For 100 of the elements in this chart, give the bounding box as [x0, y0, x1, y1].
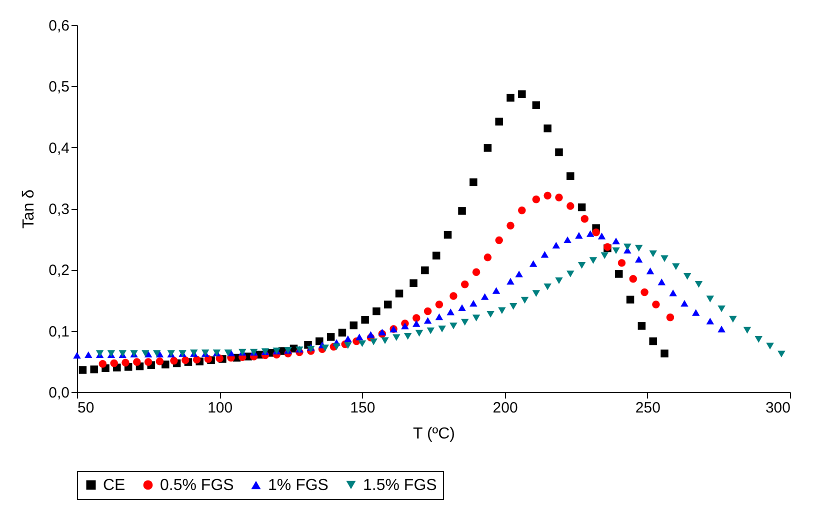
point — [498, 307, 506, 314]
point — [321, 344, 329, 352]
point — [415, 330, 424, 337]
point — [506, 222, 514, 230]
point — [520, 296, 529, 304]
legend-label: 0.5% FGS — [160, 477, 234, 494]
point — [532, 195, 540, 204]
point — [532, 290, 540, 297]
point — [461, 318, 469, 326]
point — [694, 280, 703, 288]
point — [421, 266, 429, 274]
point — [626, 296, 634, 304]
point — [495, 118, 503, 126]
y-tick-label: 0,3 — [48, 201, 70, 218]
point — [540, 251, 549, 258]
point — [778, 350, 786, 358]
point — [98, 360, 107, 368]
point — [640, 288, 648, 296]
point — [680, 300, 688, 307]
point — [156, 358, 164, 366]
point — [578, 262, 586, 269]
point — [660, 255, 668, 262]
point — [224, 350, 232, 356]
point — [122, 358, 130, 367]
point — [384, 300, 392, 308]
point — [470, 300, 478, 307]
x-tick-label: 50 — [78, 400, 94, 416]
point — [666, 314, 674, 322]
point — [566, 202, 574, 210]
point — [566, 270, 574, 278]
y-tick-label: 0,0 — [48, 384, 70, 402]
point — [544, 124, 552, 132]
legend-label: 1.5% FGS — [363, 477, 437, 494]
point — [326, 333, 335, 341]
point — [424, 307, 432, 316]
point — [629, 274, 638, 283]
y-tick-label: 0,5 — [48, 78, 70, 96]
point — [495, 236, 503, 244]
point — [575, 232, 583, 239]
point — [555, 148, 563, 156]
point — [480, 293, 489, 300]
point — [509, 303, 518, 310]
x-tick-label: 250 — [635, 400, 660, 416]
point — [566, 172, 574, 180]
point — [649, 250, 657, 258]
x-tick-label: 150 — [350, 400, 376, 416]
y-tick-label: 0,1 — [48, 323, 70, 340]
point — [564, 236, 572, 244]
point — [316, 337, 324, 346]
point — [612, 247, 620, 254]
point — [426, 327, 435, 334]
y-tick-label: 0,6 — [48, 18, 70, 34]
point — [634, 244, 643, 252]
x-tick-label: 200 — [492, 400, 518, 416]
point — [446, 308, 454, 316]
y-tick-label: 0,2 — [48, 262, 70, 280]
point — [618, 259, 626, 267]
point — [344, 342, 352, 349]
x-tick-label: 100 — [208, 400, 233, 416]
point — [142, 350, 150, 357]
point — [669, 290, 677, 296]
point — [532, 101, 540, 109]
point — [470, 178, 478, 186]
point — [332, 343, 340, 350]
point — [110, 359, 118, 368]
point — [410, 279, 418, 287]
point — [444, 230, 452, 239]
point — [438, 326, 446, 332]
point — [615, 270, 623, 278]
point — [592, 228, 600, 236]
point — [658, 278, 666, 286]
point — [706, 318, 714, 324]
point — [361, 316, 369, 324]
point — [370, 338, 378, 346]
point — [706, 296, 714, 302]
point — [555, 194, 563, 202]
point — [450, 292, 458, 300]
point — [718, 305, 726, 312]
point — [144, 358, 152, 366]
point — [472, 268, 480, 276]
point — [649, 337, 657, 346]
point — [404, 332, 412, 340]
point — [586, 230, 594, 237]
point — [338, 328, 346, 337]
point — [766, 342, 774, 350]
point — [424, 317, 432, 324]
point — [634, 256, 643, 263]
point — [484, 254, 492, 262]
point — [754, 336, 762, 343]
legend-label: CE — [103, 477, 126, 494]
point — [458, 304, 466, 311]
point — [182, 356, 190, 364]
point — [529, 260, 538, 267]
x-axis-title: T (ºC) — [413, 426, 455, 442]
point — [458, 207, 466, 215]
point — [392, 334, 400, 341]
point — [638, 322, 646, 330]
point — [401, 322, 409, 330]
point — [718, 326, 726, 332]
point — [432, 252, 440, 260]
